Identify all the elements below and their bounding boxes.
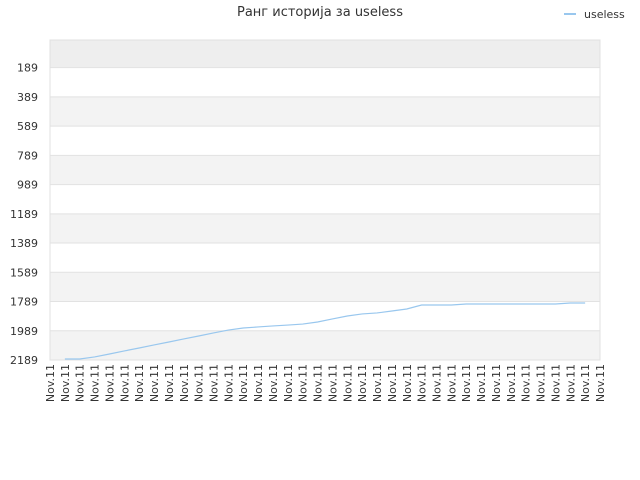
x-tick-label: Nov.11 (312, 364, 325, 402)
x-tick-label: Nov.11 (505, 364, 518, 402)
grid-band (50, 184, 600, 214)
x-tick-label: Nov.11 (89, 364, 102, 402)
x-tick-label: Nov.11 (356, 364, 369, 402)
x-tick-label: Nov.11 (416, 364, 429, 402)
y-tick-label: 989 (17, 179, 38, 192)
grid-band (50, 126, 600, 156)
x-tick-label: Nov.11 (118, 364, 131, 402)
x-tick-label: Nov.11 (371, 364, 384, 402)
x-tick-label: Nov.11 (475, 364, 488, 402)
x-tick-label: Nov.11 (148, 364, 161, 402)
y-tick-label: 1189 (10, 208, 38, 221)
y-tick-label: 1389 (10, 237, 38, 250)
y-tick-label: 789 (17, 149, 38, 162)
y-tick-label: 389 (17, 91, 38, 104)
x-tick-label: Nov.11 (59, 364, 72, 402)
x-tick-label: Nov.11 (341, 364, 354, 402)
y-tick-label: 189 (17, 62, 38, 75)
x-tick-label: Nov.11 (163, 364, 176, 402)
y-tick-label: 2189 (10, 354, 38, 367)
x-tick-label: Nov.11 (326, 364, 339, 402)
grid-band (50, 330, 600, 360)
grid-band (50, 272, 600, 302)
x-tick-label: Nov.11 (549, 364, 562, 402)
x-tick-label: Nov.11 (252, 364, 265, 402)
y-tick-label: 1789 (10, 296, 38, 309)
x-tick-label: Nov.11 (178, 364, 191, 402)
x-tick-label: Nov.11 (74, 364, 87, 402)
y-tick-label: 589 (17, 120, 38, 133)
x-tick-label: Nov.11 (460, 364, 473, 402)
x-tick-label: Nov.11 (386, 364, 399, 402)
x-tick-label: Nov.11 (133, 364, 146, 402)
x-tick-label: Nov.11 (222, 364, 235, 402)
x-tick-label: Nov.11 (445, 364, 458, 402)
legend-label: useless (584, 8, 625, 21)
x-tick-label: Nov.11 (237, 364, 250, 402)
x-tick-label: Nov.11 (282, 364, 295, 402)
grid-band (50, 67, 600, 97)
grid-band (50, 40, 600, 68)
x-tick-label: Nov.11 (267, 364, 280, 402)
x-tick-label: Nov.11 (103, 364, 116, 402)
y-tick-label: 1589 (10, 266, 38, 279)
chart-title: Ранг историја за useless (237, 5, 403, 20)
x-tick-label: Nov.11 (594, 364, 607, 402)
grid-band (50, 213, 600, 244)
x-tick-label: Nov.11 (535, 364, 548, 402)
x-tick-label: Nov.11 (490, 364, 503, 402)
x-tick-label: Nov.11 (520, 364, 533, 402)
x-tick-label: Nov.11 (579, 364, 592, 402)
x-tick-label: Nov.11 (401, 364, 414, 402)
y-tick-label: 1989 (10, 325, 38, 338)
x-tick-label: Nov.11 (44, 364, 57, 402)
x-tick-label: Nov.11 (564, 364, 577, 402)
series-line (64, 302, 586, 360)
x-tick-label: Nov.11 (430, 364, 443, 402)
grid-band (50, 301, 600, 331)
grid-band (50, 96, 600, 127)
x-tick-label: Nov.11 (297, 364, 310, 402)
grid-band (50, 155, 600, 185)
grid-band (50, 243, 600, 273)
x-tick-label: Nov.11 (208, 364, 221, 402)
x-tick-label: Nov.11 (193, 364, 206, 402)
